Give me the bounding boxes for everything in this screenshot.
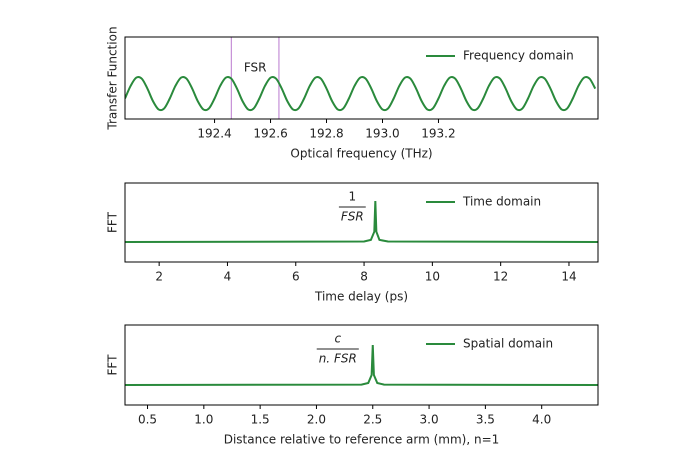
x-tick-label: 6 <box>292 270 300 284</box>
x-tick-label: 4.0 <box>532 413 551 427</box>
axes-frame <box>124 324 599 406</box>
annotation: FSR <box>244 61 267 75</box>
x-tick-label: 12 <box>493 270 508 284</box>
data-line <box>125 75 597 112</box>
x-tick-label: 193.2 <box>421 127 455 141</box>
x-tick-label: 2.0 <box>307 413 326 427</box>
x-tick-label: 2.5 <box>363 413 382 427</box>
x-tick-label: 192.8 <box>309 127 343 141</box>
x-tick-label: 2 <box>155 270 163 284</box>
x-axis-label: Optical frequency (THz) <box>290 147 432 161</box>
legend-label: Frequency domain <box>463 49 574 63</box>
x-axis-label: Time delay (ps) <box>314 290 408 304</box>
legend-label: Time domain <box>462 195 541 209</box>
x-tick-label: 10 <box>425 270 440 284</box>
x-tick-label: 193.0 <box>365 127 399 141</box>
x-tick-label: 1.5 <box>251 413 270 427</box>
x-tick-label: 3.0 <box>420 413 439 427</box>
legend-label: Spatial domain <box>463 337 553 351</box>
annotation-numerator: 1 <box>349 190 357 204</box>
x-tick-label: 192.4 <box>197 127 231 141</box>
x-tick-label: 192.6 <box>253 127 287 141</box>
x-axis-label: Distance relative to reference arm (mm),… <box>224 433 500 447</box>
annotation-numerator: c <box>334 332 341 346</box>
y-axis-label: FFT <box>106 354 120 376</box>
annotation-denominator: FSR <box>341 210 364 224</box>
annotation-denominator: n. FSR <box>319 352 357 366</box>
y-axis-label: Transfer Function <box>106 26 120 130</box>
data-line <box>125 344 598 386</box>
x-tick-label: 14 <box>561 270 576 284</box>
x-tick-label: 4 <box>224 270 232 284</box>
x-tick-label: 0.5 <box>138 413 157 427</box>
y-axis-label: FFT <box>106 211 120 233</box>
x-tick-label: 8 <box>360 270 368 284</box>
axes-frame <box>124 182 599 263</box>
data-line <box>125 200 598 243</box>
x-tick-label: 1.0 <box>194 413 213 427</box>
x-tick-label: 3.5 <box>476 413 495 427</box>
axes-frame <box>124 36 599 120</box>
